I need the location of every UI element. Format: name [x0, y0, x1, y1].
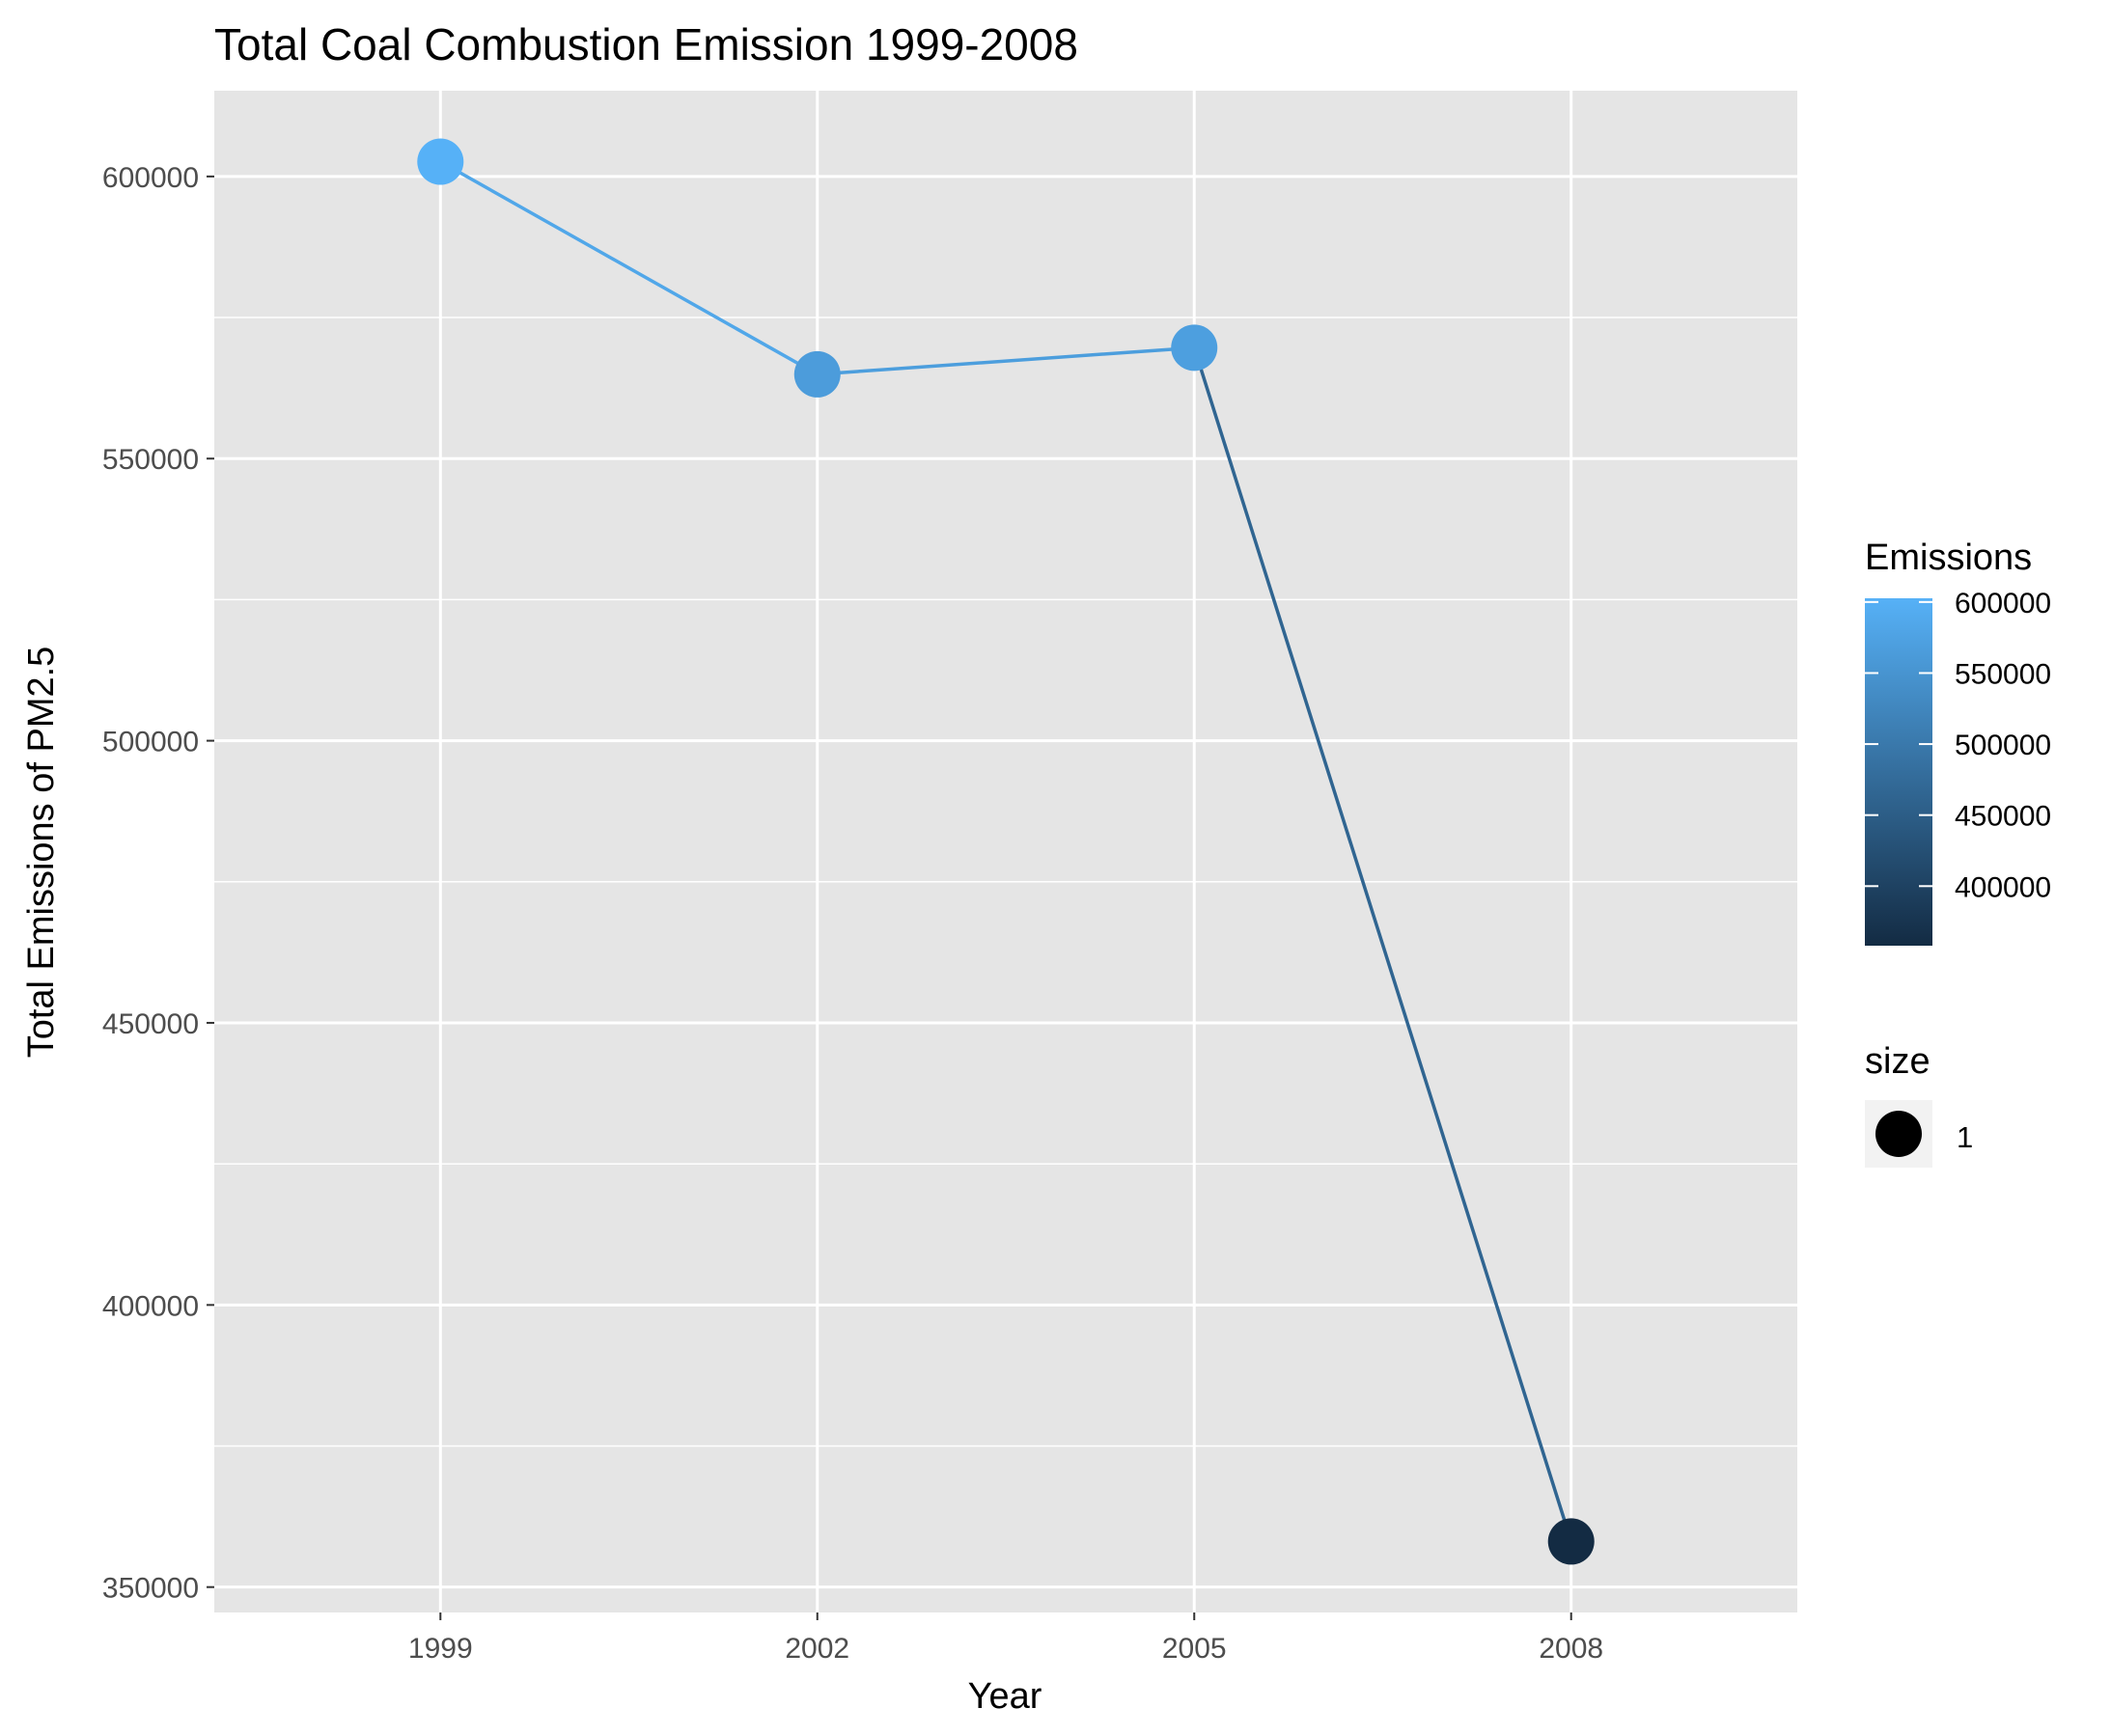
grid-major: [214, 91, 1797, 1612]
series-line-segment: [1192, 345, 1573, 1544]
color-legend-title: Emissions: [1865, 537, 2032, 578]
color-legend-tick-label: 400000: [1955, 871, 2051, 903]
color-legend-tick-label: 550000: [1955, 658, 2051, 690]
plot-panel: [214, 91, 1797, 1612]
color-legend-bar: [1865, 598, 1932, 946]
color-legend-tick-label: 600000: [1955, 588, 2051, 620]
x-tick-label: 1999: [408, 1633, 473, 1665]
x-axis: 1999 2002 2005 2008: [408, 1612, 1603, 1665]
data-layer: [417, 138, 1595, 1565]
size-legend: size 1: [1865, 1041, 1973, 1168]
y-tick-label: 600000: [102, 162, 199, 194]
data-point: [417, 138, 464, 185]
grid-minor: [214, 317, 1797, 1447]
y-axis-title: Total Emissions of PM2.5: [21, 647, 62, 1059]
data-point: [1171, 324, 1218, 372]
data-point: [1547, 1518, 1595, 1565]
y-tick-label: 400000: [102, 1290, 199, 1322]
color-legend-tick-label: 450000: [1955, 801, 2051, 833]
y-tick-label: 350000: [102, 1573, 199, 1605]
chart-title: Total Coal Combustion Emission 1999-2008: [214, 19, 1078, 69]
data-point: [793, 350, 841, 398]
y-tick-label: 550000: [102, 444, 199, 476]
series-line-segment: [816, 345, 1196, 376]
color-legend: Emissions 400000 450000 500000 550000 600000: [1865, 537, 2051, 946]
y-axis: 350000 400000 450000 500000 550000 600000: [102, 162, 214, 1605]
x-tick-label: 2005: [1162, 1633, 1227, 1665]
x-tick-label: 2002: [785, 1633, 849, 1665]
x-tick-label: 2008: [1539, 1633, 1603, 1665]
color-legend-ticks: 400000 450000 500000 550000 600000: [1865, 588, 2051, 903]
size-legend-title: size: [1865, 1041, 1930, 1082]
series-line-segment: [438, 159, 819, 376]
size-legend-key-dot: [1875, 1111, 1922, 1157]
y-tick-label: 500000: [102, 727, 199, 758]
size-legend-label: 1: [1957, 1120, 1973, 1154]
color-legend-tick-label: 500000: [1955, 730, 2051, 761]
x-axis-title: Year: [968, 1676, 1042, 1717]
y-tick-label: 450000: [102, 1008, 199, 1040]
